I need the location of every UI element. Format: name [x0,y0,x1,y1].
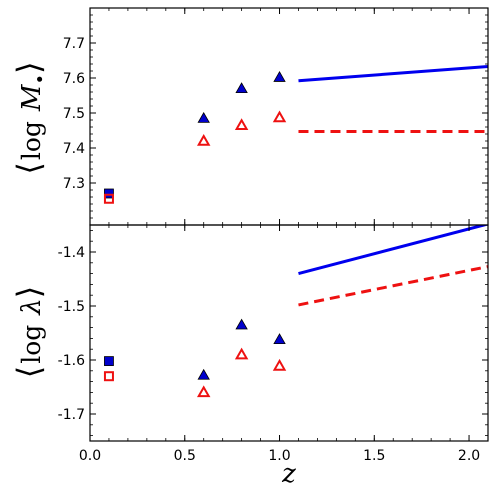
top-filled-triangle-point [197,111,210,123]
bottom-marks [103,225,488,398]
top-filled-triangle-point [235,82,248,94]
top-x-ticks [89,8,489,225]
top-y-tick-label: 7.4 [63,141,85,157]
bottom-filled-triangle-point [197,368,210,380]
top-open-triangle-point [272,110,287,123]
bottom-x-ticks: 0.0 0.5 1.0 1.5 2.0 [79,225,489,464]
bottom-open-triangle-point [234,347,249,360]
top-solid-line [298,64,488,83]
bottom-y-tick-label: -1.6 [58,353,85,369]
top-plot-frame [89,7,489,226]
top-y-tick-label: 7.3 [63,176,85,192]
top-y-label-symbol: M [17,83,47,112]
bottom-open-triangle-point [272,358,287,371]
top-open-triangle-point [234,118,249,130]
bottom-y-axis-label: ⟨ log λ⟩ [10,286,48,379]
top-y-tick-label: 7.5 [63,106,85,122]
bottom-plot-frame [89,224,489,442]
bottom-y-ticks: -1.7 -1.6 -1.5 -1.4 [58,229,488,437]
top-open-square-point [103,193,114,204]
bottom-y-label-log: log [17,325,46,364]
bottom-open-triangle-point [196,385,211,398]
top-y-label-close: ⟩ [10,61,48,73]
top-marks [103,64,488,204]
bottom-filled-square-point [104,356,114,366]
bottom-filled-triangle-point [273,333,286,345]
bottom-open-square-point [103,371,114,382]
top-y-tick-label: 7.7 [63,36,85,52]
x-tick-label: 2.0 [458,448,480,464]
bottom-y-tick-label: -1.7 [58,407,85,423]
x-tick-label: 0.5 [174,448,196,464]
top-y-label-log: log [17,121,46,160]
bottom-y-label-symbol: λ [17,298,47,315]
top-panel: 7.3 7.4 7.5 7.6 7.7 ⟨ log M•⟩ [10,7,489,226]
bottom-dashed-line [298,265,488,307]
top-y-tick-label: 7.6 [63,71,85,87]
top-filled-square-point [104,188,114,199]
bottom-y-label-open: ⟨ [10,366,48,378]
x-axis-label: z [281,459,296,489]
top-open-triangle-point [196,133,211,146]
top-y-label-sub: • [30,74,51,85]
bottom-solid-line [298,225,488,276]
top-y-label-open: ⟨ [10,162,48,174]
top-y-ticks: 7.3 7.4 7.5 7.6 7.7 [63,7,488,219]
bottom-y-tick-label: -1.4 [58,245,85,261]
x-tick-label: 1.0 [268,448,290,464]
top-y-axis-label: ⟨ log M•⟩ [10,61,51,174]
bottom-y-tick-label: -1.5 [58,299,85,315]
bottom-filled-triangle-point [235,318,248,330]
bottom-panel: -1.7-1.6-1.5-1.4 0.0 0.5 1.0 1.5 2.0 ⟨logλ⟩ … [10,224,489,489]
x-tick-label: 0.0 [79,448,101,464]
top-filled-triangle-point [273,70,286,82]
bottom-y-label-close: ⟩ [10,286,48,298]
x-tick-label: 1.5 [363,448,385,464]
